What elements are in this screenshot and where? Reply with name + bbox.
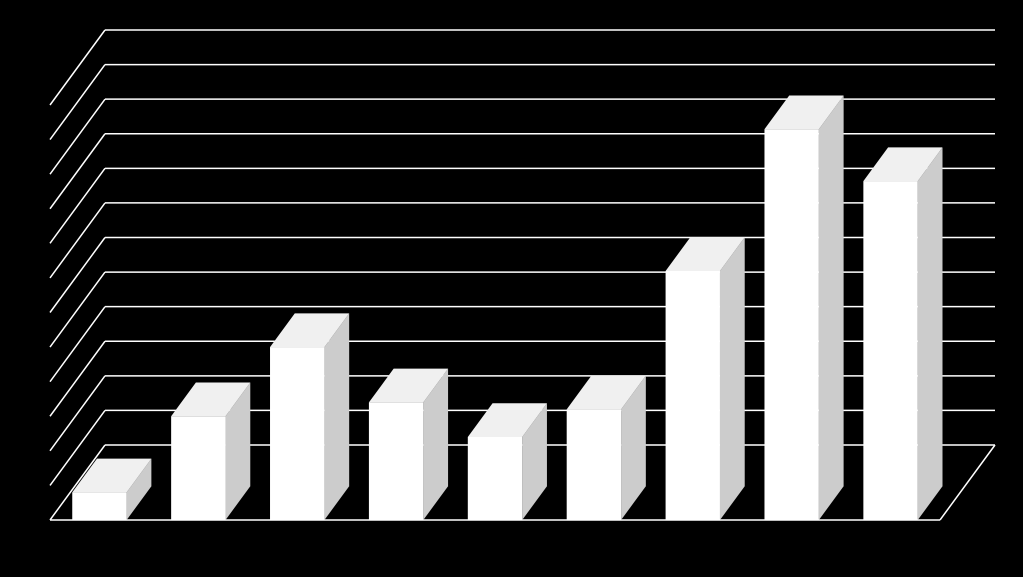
bar-side <box>819 95 844 520</box>
bar <box>863 147 942 520</box>
chart-svg <box>0 0 1023 577</box>
bar <box>567 376 646 520</box>
bar-front <box>72 492 126 520</box>
bar <box>666 237 745 520</box>
bar-front <box>666 271 720 520</box>
bar <box>171 383 250 521</box>
bar-front <box>764 129 818 520</box>
bar-front <box>468 437 522 520</box>
bar <box>468 403 547 520</box>
bar-front <box>171 416 225 520</box>
bar-side <box>918 147 943 520</box>
bars <box>72 95 942 520</box>
bar-side <box>720 237 745 520</box>
bar-front <box>863 181 917 520</box>
bar-front <box>270 347 324 520</box>
bar <box>369 369 448 520</box>
bar <box>270 313 349 520</box>
bar-front <box>567 409 621 520</box>
bar-side <box>324 313 349 520</box>
bar <box>72 459 151 520</box>
bar-front <box>369 402 423 520</box>
bar-chart-3d <box>0 0 1023 577</box>
bar <box>764 95 843 520</box>
